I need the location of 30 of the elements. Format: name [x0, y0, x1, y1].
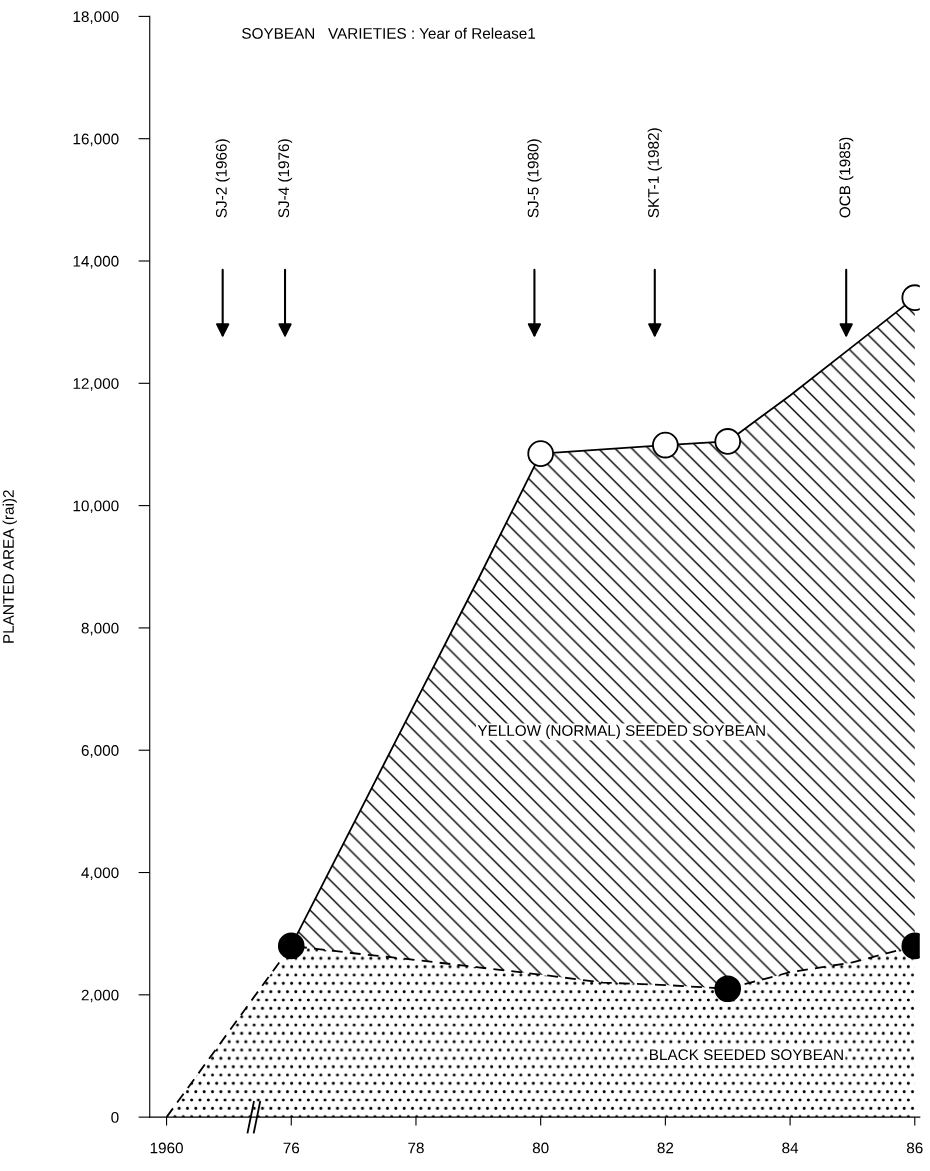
y-tick-label: 8,000: [81, 622, 119, 636]
y-axis-title: PLANTED AREA (rai)2: [2, 490, 17, 643]
annotation: SKT-1 (1982): [647, 128, 662, 218]
text: SOYBEAN VARIETIES : Year of Release1: [242, 27, 536, 39]
x-tick-label: 82: [657, 1142, 674, 1154]
x-tick-label: 76: [283, 1142, 300, 1154]
y-tick-label: 16,000: [73, 133, 119, 147]
annotation: SJ-4 (1976): [277, 139, 293, 218]
y-tick-label: 4,000: [81, 867, 119, 881]
annotation: OCB (1985): [839, 137, 854, 218]
y-tick-label: 10,000: [73, 500, 119, 514]
y-tick-label: 14,000: [73, 255, 119, 269]
y-tick-label: 2,000: [81, 989, 119, 1003]
series-label: YELLOW (NORMAL) SEEDED SOYBEAN: [477, 724, 765, 739]
x-tick-label: 1960: [150, 1142, 183, 1154]
y-tick-label: 18,000: [73, 11, 119, 24]
point: [527, 440, 555, 467]
y-tick-label: 0: [111, 1112, 119, 1123]
x-tick-label: 84: [782, 1142, 799, 1154]
annotation: SJ-5 (1980): [527, 139, 542, 218]
point: [652, 431, 679, 459]
x-tick-label: 78: [408, 1142, 424, 1154]
x-tick-label: 86: [906, 1142, 923, 1154]
annotation: SJ-2 (1966): [215, 139, 230, 218]
point: [714, 975, 742, 1003]
y-tick-label: 6,000: [81, 745, 119, 758]
point: [714, 428, 742, 455]
series-label: BLACK SEEDED SOYBEAN: [650, 1049, 843, 1061]
y-tick-label: 12,000: [73, 378, 119, 391]
x-tick-label: 80: [532, 1142, 549, 1154]
